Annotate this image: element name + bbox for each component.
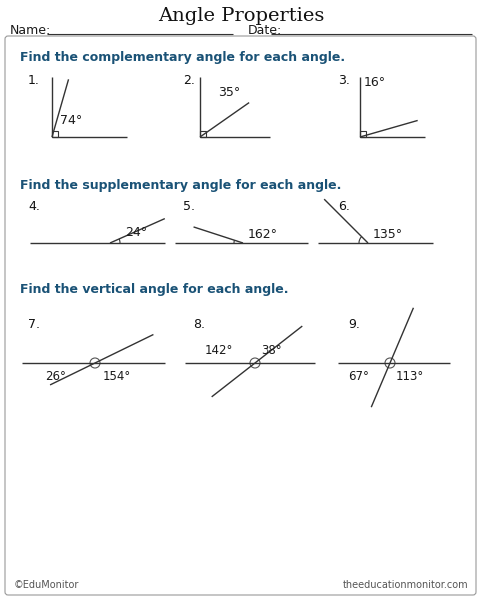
Text: 162°: 162° bbox=[248, 228, 278, 240]
Text: 74°: 74° bbox=[60, 115, 82, 127]
Text: 142°: 142° bbox=[205, 345, 233, 358]
Text: 6.: 6. bbox=[338, 200, 350, 214]
Text: 2.: 2. bbox=[183, 73, 195, 87]
Text: Find the supplementary angle for each angle.: Find the supplementary angle for each an… bbox=[20, 178, 341, 191]
Text: 113°: 113° bbox=[396, 370, 424, 384]
Text: Find the vertical angle for each angle.: Find the vertical angle for each angle. bbox=[20, 282, 289, 296]
Text: 38°: 38° bbox=[261, 345, 281, 358]
Text: 8.: 8. bbox=[193, 319, 205, 331]
Text: 9.: 9. bbox=[348, 319, 360, 331]
Text: Find the complementary angle for each angle.: Find the complementary angle for each an… bbox=[20, 50, 345, 64]
Text: 67°: 67° bbox=[348, 370, 369, 384]
Text: ©EduMonitor: ©EduMonitor bbox=[14, 580, 80, 590]
Text: 135°: 135° bbox=[373, 228, 403, 240]
Text: Date:: Date: bbox=[248, 24, 282, 38]
Text: 35°: 35° bbox=[218, 86, 240, 98]
Text: 7.: 7. bbox=[28, 319, 40, 331]
Text: Name:: Name: bbox=[10, 24, 51, 38]
Text: 16°: 16° bbox=[364, 75, 386, 89]
Text: 26°: 26° bbox=[45, 370, 66, 384]
Text: 4.: 4. bbox=[28, 200, 40, 214]
Text: 3.: 3. bbox=[338, 73, 350, 87]
Text: 154°: 154° bbox=[103, 370, 131, 384]
Text: theeducationmonitor.com: theeducationmonitor.com bbox=[342, 580, 468, 590]
Text: 24°: 24° bbox=[125, 225, 147, 239]
Text: 1.: 1. bbox=[28, 73, 40, 87]
Text: Angle Properties: Angle Properties bbox=[158, 7, 324, 25]
FancyBboxPatch shape bbox=[5, 36, 476, 595]
Text: 5.: 5. bbox=[183, 200, 195, 214]
